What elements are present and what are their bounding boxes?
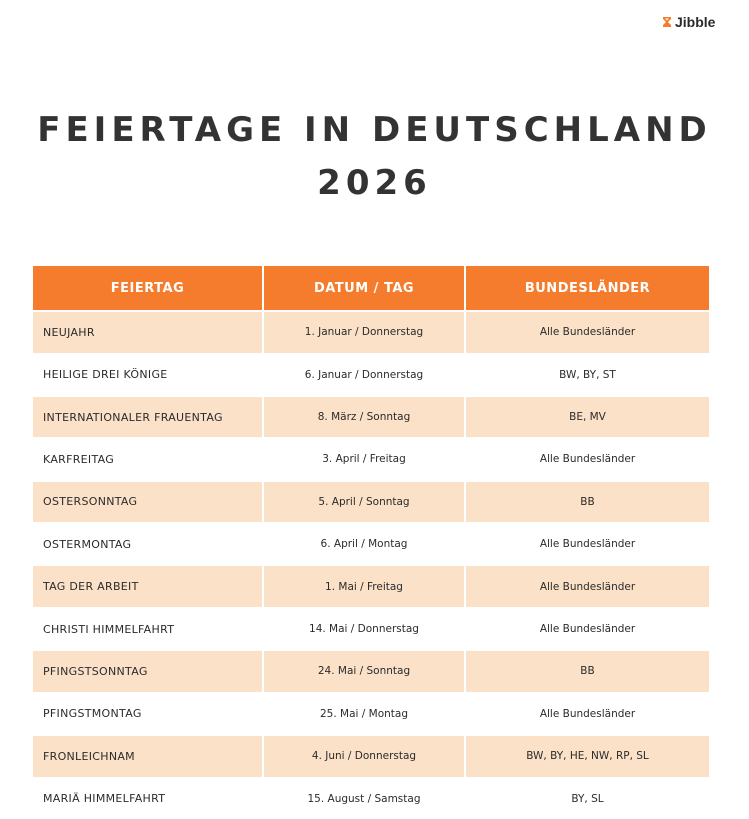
table-cell: BW, BY, ST bbox=[559, 368, 616, 381]
table-cell: BB bbox=[466, 481, 709, 523]
table-cell: 3. April / Freitag bbox=[322, 453, 406, 466]
table-cell: 14. Mai / Donnerstag bbox=[309, 623, 419, 636]
table-cell: Alle Bundesländer bbox=[539, 453, 636, 466]
table-cell: PFINGSTMONTAG bbox=[43, 707, 142, 721]
table-cell: MARIÄ HIMMELFAHRT bbox=[43, 792, 166, 806]
title-line: 2026 bbox=[317, 163, 432, 203]
table-cell: 25. Mai / Montag bbox=[319, 707, 408, 720]
table-cell: TAG DER ARBEIT bbox=[33, 566, 262, 607]
table-cell: FRONLEICHNAM bbox=[33, 736, 262, 777]
table-cell: Alle Bundesländer bbox=[539, 707, 636, 720]
table-cell: BW, BY, HE, NW, RP, SL bbox=[466, 736, 709, 777]
table-cell: OSTERMONTAG bbox=[43, 537, 132, 551]
table-cell: Alle Bundesländer bbox=[539, 538, 636, 551]
title-line: FEIERTAGE IN DEUTSCHLAND bbox=[37, 110, 712, 150]
table-cell: 1. Januar / Donnerstag bbox=[264, 312, 464, 353]
column-header: FEIERTAG bbox=[33, 266, 262, 310]
table-cell: 5. April / Sonntag bbox=[264, 481, 464, 523]
table-cell: 24. Mai / Sonntag bbox=[264, 651, 464, 692]
column-header: DATUM / TAG bbox=[264, 266, 464, 310]
table-cell: 15. August / Samstag bbox=[307, 792, 421, 805]
table-cell: INTERNATIONALER FRAUENTAG bbox=[33, 396, 262, 438]
table-cell: 8. März / Sonntag bbox=[264, 396, 464, 438]
table-cell: Alle Bundesländer bbox=[466, 566, 709, 607]
table-cell: Alle Bundesländer bbox=[539, 623, 636, 636]
table-cell: BB bbox=[466, 651, 709, 692]
table-cell: Alle Bundesländer bbox=[466, 312, 709, 353]
table-cell: KARFREITAG bbox=[43, 452, 115, 466]
logo-text: Jibble bbox=[675, 14, 716, 30]
table-cell: NEUJAHR bbox=[33, 312, 262, 353]
table-cell: BY, SL bbox=[571, 792, 604, 805]
table-cell: 1. Mai / Freitag bbox=[264, 566, 464, 607]
table-cell: 6. Januar / Donnerstag bbox=[304, 368, 424, 381]
logo: Jibble bbox=[662, 14, 715, 30]
table-cell: CHRISTI HIMMELFAHRT bbox=[43, 622, 175, 636]
table-cell: BE, MV bbox=[466, 396, 709, 438]
table-cell: OSTERSONNTAG bbox=[33, 481, 262, 523]
table-cell: PFINGSTSONNTAG bbox=[33, 651, 262, 692]
table-cell: 4. Juni / Donnerstag bbox=[264, 736, 464, 777]
logo-icon bbox=[663, 17, 671, 27]
column-header: BUNDESLÄNDER bbox=[466, 266, 709, 310]
table-cell: 6. April / Montag bbox=[320, 538, 408, 551]
table-cell: HEILIGE DREI KÖNIGE bbox=[43, 368, 168, 382]
